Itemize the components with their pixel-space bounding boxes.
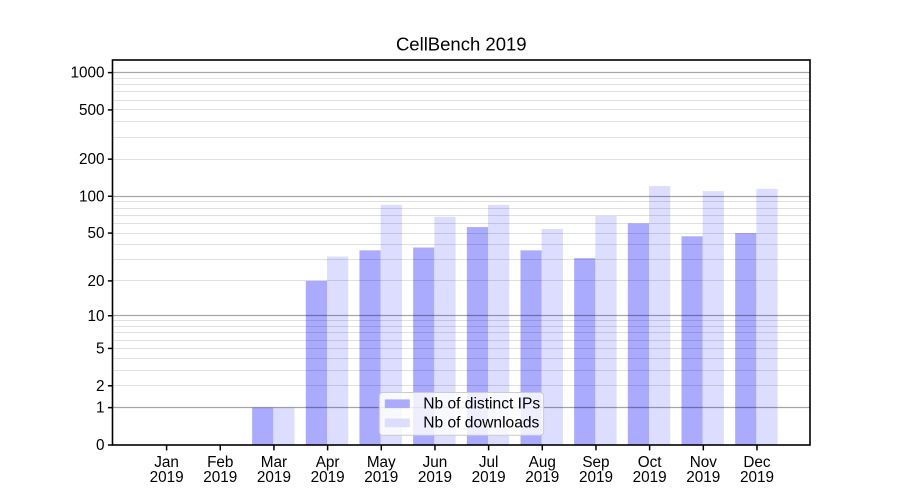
svg-text:Aug: Aug	[529, 454, 556, 471]
svg-text:Apr: Apr	[316, 454, 340, 471]
svg-text:100: 100	[79, 188, 105, 205]
svg-text:Jan: Jan	[154, 454, 179, 471]
svg-text:2: 2	[96, 378, 105, 395]
svg-text:2019: 2019	[418, 469, 452, 486]
svg-text:2019: 2019	[311, 469, 345, 486]
svg-text:Oct: Oct	[638, 454, 663, 471]
svg-text:500: 500	[79, 102, 105, 119]
svg-text:May: May	[367, 454, 396, 471]
svg-text:1: 1	[96, 400, 105, 417]
svg-text:2019: 2019	[740, 469, 774, 486]
svg-text:Nb of downloads: Nb of downloads	[423, 415, 539, 432]
svg-text:2019: 2019	[203, 469, 237, 486]
svg-text:2019: 2019	[579, 469, 613, 486]
svg-text:Nb of distinct IPs: Nb of distinct IPs	[423, 395, 540, 412]
svg-text:50: 50	[87, 225, 104, 242]
svg-text:2019: 2019	[257, 469, 291, 486]
svg-text:Dec: Dec	[743, 454, 771, 471]
svg-text:2019: 2019	[686, 469, 720, 486]
svg-text:20: 20	[87, 273, 104, 290]
svg-text:5: 5	[96, 340, 105, 357]
svg-text:2019: 2019	[633, 469, 667, 486]
svg-text:200: 200	[79, 151, 105, 168]
svg-text:Feb: Feb	[207, 454, 233, 471]
svg-text:2019: 2019	[525, 469, 559, 486]
svg-text:1000: 1000	[70, 65, 104, 82]
svg-text:Jun: Jun	[423, 454, 448, 471]
svg-text:10: 10	[87, 308, 104, 325]
svg-text:CellBench 2019: CellBench 2019	[396, 34, 527, 55]
svg-text:Mar: Mar	[261, 454, 287, 471]
svg-text:Nov: Nov	[690, 454, 718, 471]
svg-text:2019: 2019	[150, 469, 184, 486]
svg-text:Jul: Jul	[479, 454, 499, 471]
svg-text:2019: 2019	[364, 469, 398, 486]
svg-text:Sep: Sep	[582, 454, 609, 471]
svg-text:0: 0	[96, 437, 105, 454]
svg-text:2019: 2019	[472, 469, 506, 486]
